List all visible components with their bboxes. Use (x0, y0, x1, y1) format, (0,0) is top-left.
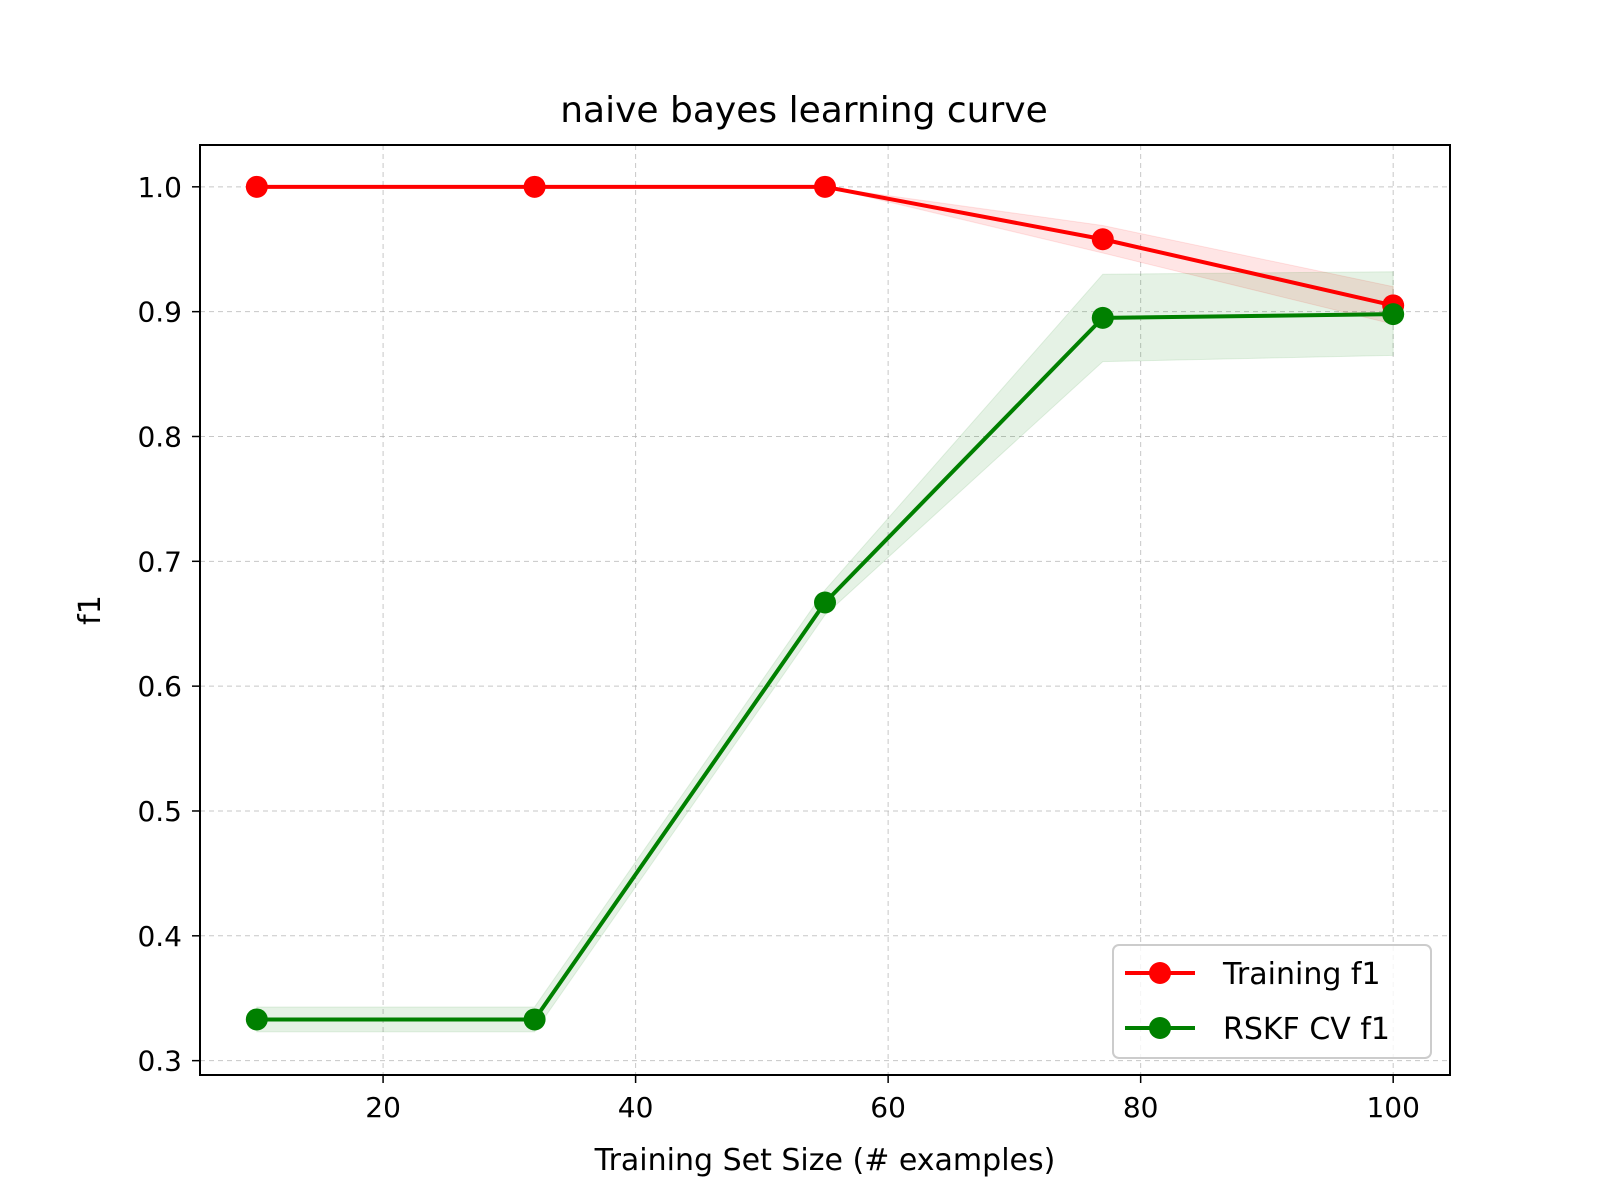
chart-title: naive bayes learning curve (560, 90, 1048, 131)
data-point (245, 175, 268, 198)
data-point (814, 591, 836, 614)
x-tick-label: 20 (365, 1091, 401, 1124)
y-tick-label: 0.9 (137, 296, 182, 329)
data-point (814, 175, 836, 198)
y-tick-label: 0.8 (137, 420, 182, 453)
y-tick-label: 0.4 (137, 920, 182, 953)
x-tick-label: 100 (1366, 1091, 1419, 1124)
data-point (1382, 303, 1405, 326)
legend-label: Training f1 (1222, 957, 1381, 992)
x-tick-label: 80 (1123, 1091, 1159, 1124)
confidence-band (256, 271, 1394, 1033)
data-point (523, 1008, 546, 1031)
data-point (523, 175, 546, 198)
legend-marker (1149, 962, 1171, 984)
y-tick-label: 1.0 (137, 171, 182, 204)
y-axis-label: f1 (73, 595, 108, 625)
x-axis-label: Training Set Size (# examples) (594, 1143, 1056, 1178)
legend: Training f1 RSKF CV f1 (1112, 944, 1432, 1059)
y-tick-label: 0.6 (137, 670, 182, 703)
legend-marker (1149, 1017, 1171, 1039)
y-tick-label: 0.3 (137, 1045, 182, 1078)
x-tick-label: 40 (618, 1091, 654, 1124)
data-point (1091, 228, 1114, 251)
y-tick-label: 0.7 (137, 545, 182, 578)
data-point (1091, 306, 1114, 329)
series-lines (245, 175, 1405, 1031)
plot-frame (199, 144, 1451, 1076)
legend-label: RSKF CV f1 (1223, 1012, 1390, 1047)
axis-ticks: 20 40 60 80 100 0.3 0.4 0.5 0.6 0.7 0.8 0.9 1.0 (137, 171, 1419, 1124)
data-point (245, 1008, 268, 1031)
x-tick-label: 60 (870, 1091, 906, 1124)
y-tick-label: 0.5 (137, 795, 182, 828)
